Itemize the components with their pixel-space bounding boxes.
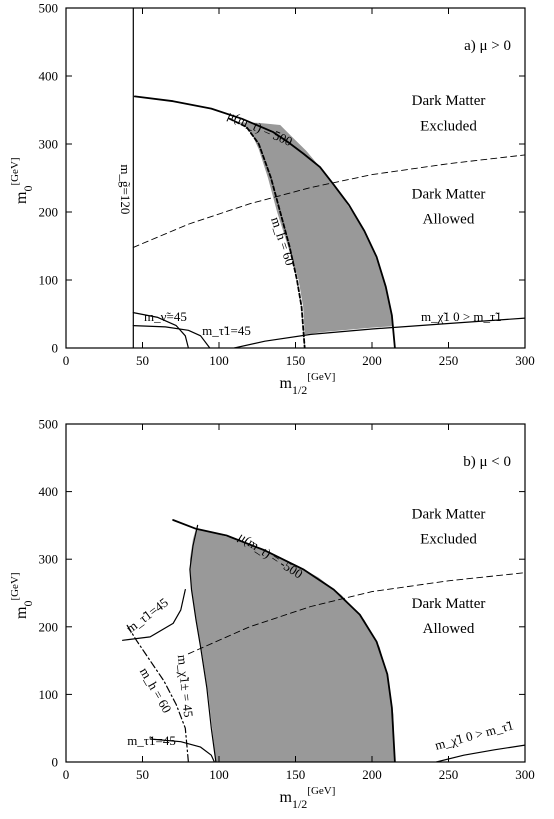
x-tick-label: 300: [515, 353, 535, 368]
region-label-1: Excluded: [420, 118, 477, 134]
series-line-2: [126, 624, 189, 762]
curve-label-9: m_χ̃1 0 > m_τ̃1: [421, 309, 502, 324]
series-line-3: [132, 154, 525, 248]
series-line-2: [228, 117, 306, 348]
region-label-2: Dark Matter: [412, 186, 486, 202]
shaded-region: [189, 528, 395, 762]
curve-label-7: m_χ̃1± = 45: [175, 654, 196, 718]
region-label-0: Dark Matter: [412, 507, 486, 523]
y-axis-title-group: m0[GeV]: [9, 572, 35, 619]
y-tick-label: 500: [39, 417, 59, 432]
series-line-6: [233, 317, 525, 348]
y-axis-title: m0[GeV]: [9, 157, 35, 204]
curve-label-5: m_g̃=120: [118, 164, 133, 214]
y-axis-title: m0[GeV]: [9, 572, 35, 619]
x-tick-label: 250: [439, 353, 459, 368]
x-tick-label: 0: [63, 353, 70, 368]
x-tick-label: 300: [515, 767, 535, 782]
y-tick-label: 100: [39, 273, 59, 288]
x-tick-label: 250: [439, 767, 459, 782]
y-tick-label: 100: [39, 687, 59, 702]
series-line-6: [435, 744, 525, 762]
series-line-1: [189, 524, 217, 762]
x-tick-label: 200: [362, 767, 382, 782]
y-tick-label: 0: [52, 341, 59, 356]
panel-label: a) μ > 0: [464, 38, 511, 54]
x-tick-label: 50: [136, 767, 149, 782]
series-line-3: [121, 588, 186, 641]
shaded-region: [237, 122, 394, 335]
series-line-5: [149, 738, 215, 762]
panel-label: b) μ < 0: [463, 454, 511, 470]
x-tick-label: 0: [63, 767, 70, 782]
y-tick-label: 300: [39, 137, 59, 152]
curve-label-7: m_ν̃=45: [144, 309, 187, 324]
plot-area: [132, 8, 525, 348]
region-label-2: Dark Matter: [412, 596, 486, 612]
x-tick-label: 100: [209, 767, 229, 782]
series-line-0: [172, 519, 396, 762]
x-axis-title: m1/2[GeV]: [280, 785, 336, 811]
x-tick-label: 150: [286, 353, 306, 368]
series-line-4: [187, 572, 525, 655]
x-tick-label: 150: [286, 767, 306, 782]
region-label-3: Allowed: [423, 212, 475, 228]
x-axis-title: m1/2[GeV]: [280, 371, 336, 397]
y-tick-label: 400: [39, 69, 59, 84]
y-tick-label: 200: [39, 619, 59, 634]
y-tick-label: 200: [39, 205, 59, 220]
y-tick-label: 300: [39, 552, 59, 567]
x-tick-label: 200: [362, 353, 382, 368]
y-tick-label: 500: [39, 1, 59, 16]
x-tick-label: 50: [136, 353, 149, 368]
x-tick-label: 100: [209, 353, 229, 368]
series-line-5: [132, 325, 211, 348]
y-tick-label: 0: [52, 755, 59, 770]
plot-area: [121, 519, 525, 762]
y-axis-title-group: m0[GeV]: [9, 157, 35, 204]
y-tick-label: 400: [39, 484, 59, 499]
curve-label-8: m_τ̃1=45: [202, 323, 251, 338]
series-line-4: [132, 312, 189, 348]
chart-panel-b: 0 50 100 150 200 250 300 0 100 200 300 400 500 m1/2[G…: [9, 417, 535, 812]
region-label-3: Allowed: [423, 621, 475, 637]
region-label-1: Excluded: [420, 532, 477, 548]
series-line-0: [133, 95, 396, 348]
curve-label-8: m_τ̃1=45: [127, 733, 176, 748]
region-label-0: Dark Matter: [412, 93, 486, 109]
